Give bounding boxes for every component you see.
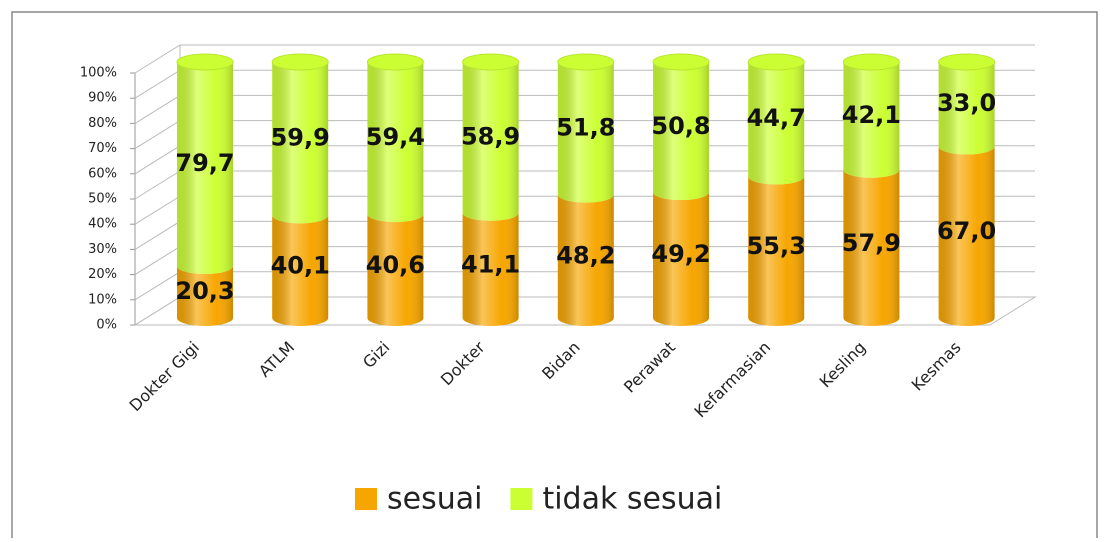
cylinder-top xyxy=(652,53,710,71)
value-label: 49,2 xyxy=(651,240,710,268)
legend-swatch xyxy=(510,488,533,510)
value-label: 40,1 xyxy=(271,252,330,280)
y-tick-label: 20% xyxy=(88,267,117,282)
y-tick-label: 70% xyxy=(88,141,117,156)
segment-shading xyxy=(367,62,424,223)
value-label: 59,4 xyxy=(366,123,425,151)
y-tick-label: 0% xyxy=(96,318,117,333)
value-label: 55,3 xyxy=(747,232,806,260)
segment-shading xyxy=(653,192,709,326)
segment-shading xyxy=(938,146,995,326)
value-label: 41,1 xyxy=(461,250,520,278)
segment-shading xyxy=(557,62,614,203)
y-tick-label: 60% xyxy=(88,166,117,181)
value-label: 57,9 xyxy=(842,229,901,257)
legend-label: tidak sesuai xyxy=(542,482,722,517)
cylinder-top xyxy=(271,53,329,71)
value-label: 48,2 xyxy=(556,241,615,269)
y-tick-label: 90% xyxy=(88,91,117,106)
segment-shading xyxy=(367,214,424,326)
segment-shading xyxy=(462,212,519,326)
cylinder-top xyxy=(176,53,234,71)
segment-shading xyxy=(272,62,329,224)
segment-shading xyxy=(462,62,519,221)
cylinder-top xyxy=(462,53,520,71)
segment-shading xyxy=(653,62,709,201)
segment-shading xyxy=(843,62,900,178)
value-label: 44,7 xyxy=(747,104,806,132)
value-label: 58,9 xyxy=(461,122,520,150)
segment-shading xyxy=(843,169,900,326)
cylinder-top xyxy=(842,53,900,71)
legend-label: sesuai xyxy=(387,482,482,517)
value-label: 59,9 xyxy=(271,124,330,152)
value-label: 50,8 xyxy=(651,112,710,140)
legend-swatch xyxy=(355,488,377,510)
y-tick-label: 50% xyxy=(88,192,117,207)
cylinder-top xyxy=(366,53,424,71)
value-label: 42,1 xyxy=(842,101,901,129)
value-label: 67,0 xyxy=(937,217,996,245)
segment-shading xyxy=(272,215,329,326)
y-tick-label: 10% xyxy=(88,292,117,307)
y-tick-label: 80% xyxy=(88,116,117,131)
cylinder-top xyxy=(938,53,996,71)
cylinder-top xyxy=(747,53,805,71)
y-tick-label: 40% xyxy=(88,217,117,232)
segment-shading xyxy=(177,62,234,275)
value-label: 40,6 xyxy=(366,251,425,279)
value-label: 79,7 xyxy=(175,149,234,177)
value-label: 51,8 xyxy=(556,113,615,141)
value-label: 33,0 xyxy=(937,89,996,117)
y-tick-label: 30% xyxy=(88,242,117,257)
y-tick-label: 100% xyxy=(80,66,117,81)
grid-line xyxy=(134,44,1035,74)
segment-shading xyxy=(177,266,234,326)
segment-shading xyxy=(748,62,805,185)
segment-shading xyxy=(748,176,805,326)
value-label: 20,3 xyxy=(175,277,234,305)
segment-shading xyxy=(938,62,995,155)
cylinder-top xyxy=(557,53,615,71)
segment-shading xyxy=(557,194,614,326)
